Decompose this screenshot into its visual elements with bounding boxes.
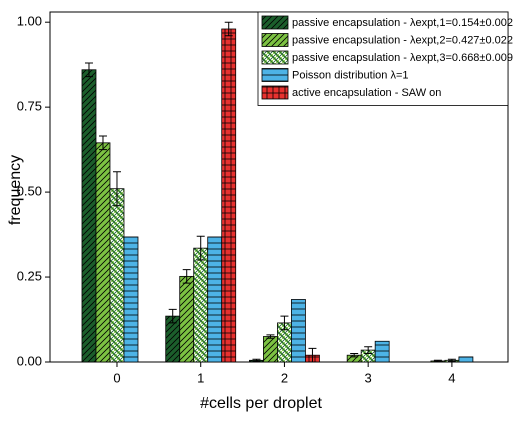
error-bar — [252, 358, 261, 362]
error-bar — [196, 235, 205, 261]
error-bar — [266, 334, 275, 339]
bar — [193, 247, 209, 363]
legend-label: active encapsulation - SAW on — [292, 87, 441, 99]
x-tick-label: 1 — [197, 370, 204, 385]
error-bar — [433, 359, 442, 363]
legend-label: passive encapsulation - λexpt,1=0.154±0.… — [292, 17, 513, 29]
bar — [374, 340, 390, 363]
error-bar — [350, 353, 359, 358]
legend-label: Poisson distribution λ=1 — [292, 69, 408, 81]
bar — [263, 336, 278, 363]
x-axis-label: #cells per droplet — [200, 395, 322, 412]
error-bar — [308, 347, 317, 363]
legend-swatch — [261, 15, 289, 30]
error-bar — [98, 135, 107, 151]
bar — [458, 356, 474, 363]
y-tick-label: 0.50 — [17, 184, 42, 199]
x-tick-label: 2 — [281, 370, 288, 385]
legend-box — [257, 11, 509, 106]
error-bar — [112, 171, 121, 207]
error-bar — [182, 269, 191, 284]
error-bar — [280, 315, 289, 331]
bar — [221, 28, 237, 363]
error-bar — [447, 358, 456, 362]
bar — [179, 275, 195, 363]
bar — [123, 236, 139, 363]
x-tick-label: 0 — [113, 370, 120, 385]
error-bar — [84, 62, 93, 78]
error-bar — [224, 21, 233, 37]
error-bar — [364, 346, 373, 355]
error-bar — [168, 308, 177, 324]
y-tick-label: 0.00 — [17, 353, 42, 368]
y-tick-label: 0.75 — [17, 99, 42, 114]
legend-swatch — [261, 50, 289, 65]
bar — [95, 142, 111, 363]
legend-label: passive encapsulation - λexpt,2=0.427±0.… — [292, 34, 513, 46]
legend-swatch — [261, 68, 289, 82]
legend-label: passive encapsulation - λexpt,3=0.668±0.… — [292, 52, 513, 64]
legend-swatch — [261, 33, 289, 47]
y-axis-label: frequency — [7, 155, 24, 225]
y-tick-label: 1.00 — [17, 14, 42, 29]
x-tick-label: 3 — [365, 370, 372, 385]
bar — [207, 236, 223, 363]
y-tick-label: 0.25 — [17, 268, 42, 283]
legend-swatch — [261, 85, 289, 100]
x-tick-label: 4 — [448, 370, 455, 385]
bar — [81, 69, 97, 363]
bar — [109, 188, 125, 363]
bar — [291, 299, 306, 363]
